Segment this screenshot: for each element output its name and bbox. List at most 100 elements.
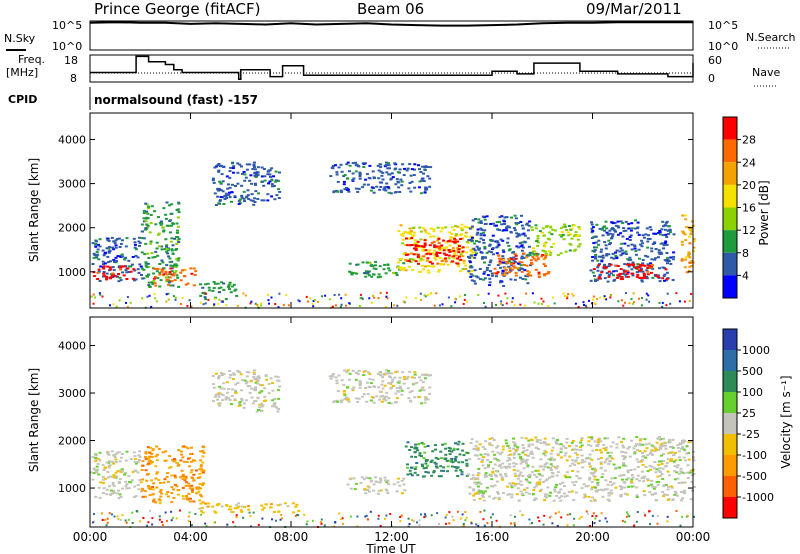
- heatmap-cell: [543, 463, 547, 466]
- heatmap-cell: [483, 247, 487, 250]
- heatmap-cell: [229, 166, 233, 169]
- heatmap-cell: [119, 279, 123, 282]
- heatmap-cell: [154, 223, 158, 226]
- heatmap-cell: [389, 513, 392, 515]
- heatmap-cell: [545, 225, 549, 227]
- heatmap-cell: [483, 245, 487, 248]
- heatmap-cell: [279, 518, 282, 521]
- heatmap-cell: [416, 256, 420, 258]
- heatmap-cell: [98, 245, 102, 248]
- heatmap-cell: [521, 444, 525, 447]
- heatmap-cell: [150, 205, 154, 208]
- heatmap-cell: [141, 478, 144, 481]
- heatmap-cell: [473, 242, 477, 245]
- heatmap-cell: [668, 439, 672, 441]
- heatmap-cell: [627, 222, 631, 225]
- heatmap-cell: [230, 200, 233, 203]
- heatmap-cell: [204, 283, 208, 286]
- heatmap-cell: [603, 295, 606, 298]
- heatmap-cell: [245, 168, 249, 171]
- heatmap-cell: [649, 262, 653, 265]
- heatmap-cell: [419, 379, 423, 382]
- heatmap-cell: [372, 191, 376, 194]
- heatmap-cell: [520, 261, 524, 264]
- heatmap-cell: [240, 194, 244, 197]
- heatmap-cell: [683, 233, 687, 236]
- heatmap-cell: [297, 514, 300, 517]
- heatmap-cell: [639, 269, 643, 272]
- heatmap-cell: [439, 450, 443, 453]
- heatmap-cell: [458, 453, 462, 456]
- heatmap-cell: [613, 477, 617, 480]
- heatmap-cell: [369, 189, 373, 192]
- heatmap-cell: [343, 188, 347, 191]
- heatmap-cell: [592, 512, 595, 515]
- heatmap-cell: [650, 264, 654, 267]
- heatmap-cell: [489, 461, 493, 464]
- heatmap-cell: [553, 302, 556, 305]
- heatmap-cell: [467, 239, 471, 242]
- heatmap-cell: [377, 177, 381, 180]
- heatmap-cell: [126, 267, 130, 270]
- heatmap-cell: [148, 231, 152, 234]
- heatmap-cell: [498, 262, 502, 265]
- heatmap-cell: [522, 264, 526, 266]
- heatmap-cell: [486, 453, 490, 456]
- heatmap-cell: [648, 238, 652, 240]
- heatmap-cell: [495, 475, 498, 478]
- heatmap-cell: [631, 476, 635, 479]
- heatmap-cell: [480, 228, 484, 231]
- heatmap-cell: [650, 258, 654, 261]
- heatmap-cell: [540, 474, 544, 477]
- heatmap-cell: [669, 256, 673, 259]
- heatmap-cell: [217, 393, 221, 396]
- heatmap-cell: [643, 450, 647, 453]
- heatmap-cell: [370, 396, 374, 399]
- heatmap-cell: [384, 479, 387, 482]
- heatmap-cell: [204, 502, 208, 505]
- heatmap-cell: [439, 465, 443, 468]
- heatmap-cell: [270, 179, 274, 182]
- heatmap-cell: [535, 476, 539, 478]
- heatmap-cell: [530, 226, 534, 229]
- heatmap-cell: [177, 216, 180, 219]
- heatmap-cell: [242, 190, 246, 193]
- heatmap-cell: [263, 179, 267, 182]
- heatmap-cell: [591, 486, 594, 489]
- heatmap-cell: [403, 378, 407, 381]
- heatmap-cell: [147, 281, 151, 284]
- heatmap-cell: [160, 492, 163, 495]
- heatmap-cell: [576, 238, 580, 241]
- heatmap-cell: [497, 498, 501, 501]
- heatmap-cell: [661, 301, 664, 304]
- heatmap-cell: [589, 269, 593, 272]
- heatmap-cell: [479, 453, 483, 456]
- heatmap-cell: [531, 465, 535, 468]
- heatmap-cell: [568, 249, 572, 252]
- heatmap-cell: [459, 227, 463, 230]
- heatmap-cell: [472, 494, 476, 497]
- heatmap-cell: [183, 479, 187, 482]
- heatmap-cell: [256, 171, 260, 174]
- colorbar-tick-label: 4: [742, 269, 749, 282]
- heatmap-cell: [155, 486, 159, 489]
- heatmap-cell: [481, 494, 484, 497]
- heatmap-cell: [492, 222, 495, 225]
- heatmap-cell: [414, 466, 418, 469]
- heatmap-cell: [233, 507, 237, 510]
- heatmap-cell: [364, 270, 368, 273]
- heatmap-cell: [277, 197, 281, 199]
- heatmap-cell: [516, 487, 520, 490]
- heatmap-cell: [199, 294, 203, 297]
- heatmap-cell: [501, 249, 505, 252]
- heatmap-cell: [420, 463, 424, 466]
- heatmap-cell: [105, 493, 109, 496]
- heatmap-cell: [167, 466, 171, 469]
- heatmap-cell: [424, 396, 428, 399]
- heatmap-cell: [423, 377, 427, 380]
- heatmap-cell: [510, 216, 513, 219]
- heatmap-cell: [461, 246, 465, 249]
- heatmap-cell: [109, 304, 111, 307]
- heatmap-cell: [602, 265, 606, 268]
